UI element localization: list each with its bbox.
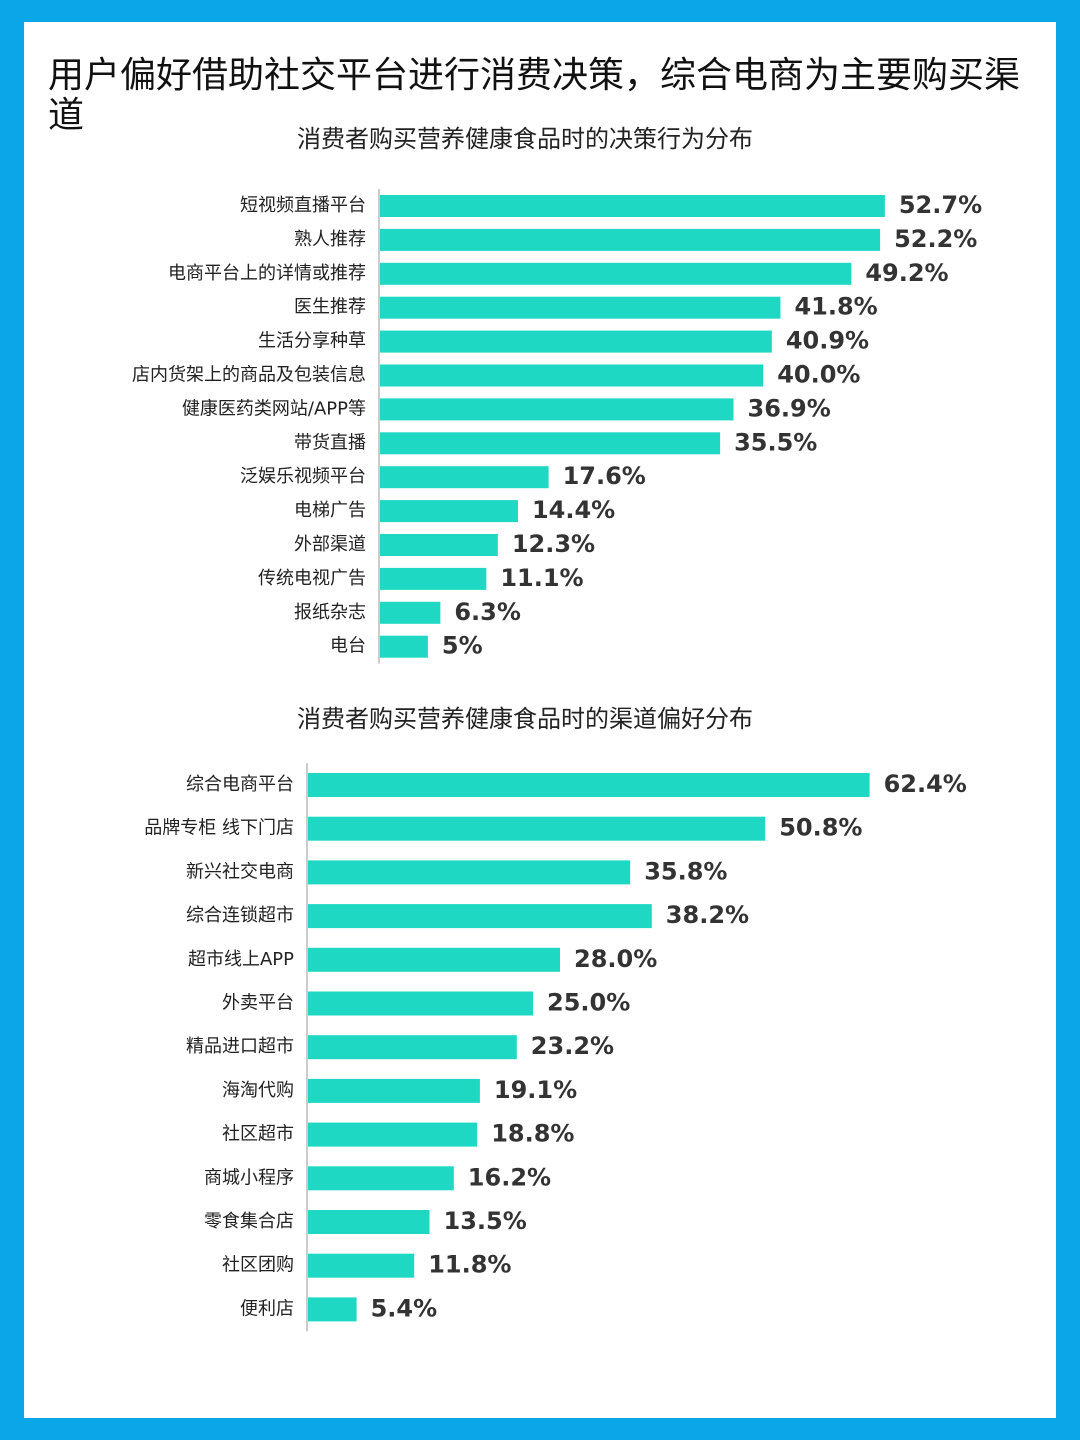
bar: [380, 195, 885, 217]
bar: [308, 1210, 430, 1234]
bar: [308, 1297, 357, 1322]
bar: [308, 1166, 454, 1191]
value-label: 11.8%: [428, 1251, 511, 1279]
category-label: 带货直播: [294, 432, 366, 453]
bar: [308, 1035, 517, 1060]
value-label: 52.2%: [894, 225, 977, 253]
category-label: 传统电视广告: [258, 568, 366, 589]
value-label: 41.8%: [794, 293, 877, 321]
value-label: 50.8%: [779, 814, 862, 842]
category-label: 生活分享种草: [258, 331, 366, 352]
bar: [380, 296, 781, 319]
panel: [24, 22, 1056, 1418]
bar: [308, 947, 560, 972]
value-label: 28.0%: [574, 945, 657, 973]
category-label: 社区超市: [222, 1124, 294, 1145]
category-label: 店内货架上的商品及包装信息: [132, 365, 366, 386]
bar: [308, 1122, 478, 1147]
bar: [380, 635, 428, 658]
value-label: 16.2%: [468, 1163, 551, 1191]
value-label: 35.5%: [734, 428, 817, 456]
category-label: 外部渠道: [294, 534, 366, 555]
bar: [380, 330, 772, 353]
category-label: 综合连锁超市: [186, 905, 294, 926]
category-label: 泛娱乐视频平台: [240, 466, 366, 487]
category-label: 社区团购: [222, 1255, 294, 1276]
category-label: 电台: [330, 636, 366, 657]
category-label: 海淘代购: [222, 1080, 294, 1101]
category-label: 电梯广告: [294, 500, 366, 521]
bar: [380, 534, 498, 556]
value-label: 6.3%: [454, 598, 521, 626]
bar: [308, 816, 766, 841]
bar: [308, 904, 652, 929]
bar: [380, 432, 721, 455]
value-label: 62.4%: [884, 770, 967, 798]
category-label: 综合电商平台: [186, 774, 294, 795]
value-label: 17.6%: [563, 462, 646, 490]
category-label: 零食集合店: [204, 1211, 294, 1232]
category-label: 电商平台上的详情或推荐: [168, 263, 366, 284]
category-label: 外卖平台: [222, 993, 294, 1014]
value-label: 52.7%: [899, 191, 982, 219]
value-label: 19.1%: [494, 1076, 577, 1104]
bar: [380, 398, 734, 421]
value-label: 40.0%: [777, 361, 860, 389]
value-label: 35.8%: [644, 857, 727, 885]
category-label: 精品进口超市: [186, 1036, 294, 1057]
bar: [380, 262, 852, 285]
value-label: 36.9%: [748, 394, 831, 422]
value-label: 25.0%: [547, 989, 630, 1017]
category-label: 熟人推荐: [294, 229, 366, 250]
chart-title: 消费者购买营养健康食品时的渠道偏好分布: [297, 705, 753, 733]
page-title: 用户偏好借助社交平台进行消费决策，综合电商为主要购买渠道: [48, 55, 1021, 136]
category-label: 便利店: [240, 1298, 294, 1319]
category-label: 超市线上APP: [188, 949, 294, 970]
value-label: 40.9%: [786, 327, 869, 355]
bar: [380, 500, 518, 523]
bar: [380, 567, 487, 590]
bar: [380, 364, 764, 387]
value-label: 5%: [442, 632, 483, 660]
value-label: 11.1%: [500, 564, 583, 592]
bar: [308, 860, 631, 885]
bar: [308, 1078, 480, 1103]
value-label: 14.4%: [532, 496, 615, 524]
category-label: 医生推荐: [294, 297, 366, 318]
value-label: 12.3%: [512, 530, 595, 558]
value-label: 23.2%: [531, 1032, 614, 1060]
value-label: 5.4%: [371, 1294, 438, 1322]
value-label: 49.2%: [865, 259, 948, 287]
value-label: 38.2%: [666, 901, 749, 929]
bar: [380, 228, 881, 251]
category-label: 报纸杂志: [294, 602, 366, 623]
bar: [380, 466, 549, 489]
value-label: 13.5%: [444, 1207, 527, 1235]
bar: [308, 1253, 415, 1278]
category-label: 品牌专柜 线下门店: [144, 818, 294, 839]
category-label: 健康医药类网站/APP等: [182, 398, 366, 419]
category-label: 新兴社交电商: [186, 861, 294, 882]
category-label: 短视频直播平台: [240, 195, 366, 216]
category-label: 商城小程序: [204, 1167, 294, 1188]
bar: [308, 773, 870, 797]
bar: [308, 991, 533, 1016]
bar: [380, 601, 441, 624]
chart-title: 消费者购买营养健康食品时的决策行为分布: [297, 125, 753, 153]
value-label: 18.8%: [491, 1120, 574, 1148]
